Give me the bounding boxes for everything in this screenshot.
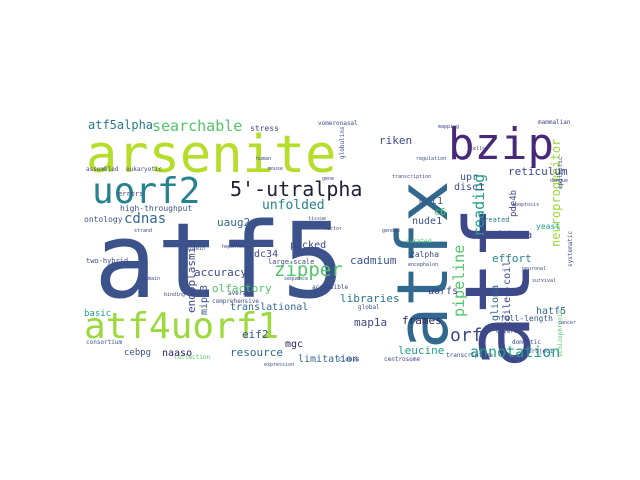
word-eif2: eif2 (242, 328, 269, 341)
word-resource: resource (230, 346, 283, 359)
word-survival: survival (532, 278, 557, 284)
word-uorfs: uorfs (428, 286, 459, 297)
word-transcriptome: transcriptome (446, 352, 493, 359)
word-stress: stress (250, 124, 279, 133)
word-map1a: map1a (354, 316, 388, 329)
word-5-utralpha: 5'-utralpha (230, 177, 363, 201)
word-cloud: atf5 atf atfx arsenite bzip uorf2 atf4uo… (72, 117, 579, 372)
word-olfactory: olfactory (212, 282, 272, 295)
word-high-throughput: high-throughput (120, 204, 193, 213)
word-binding: binding (164, 292, 186, 298)
word-clones: clones (338, 356, 360, 363)
word-mammalian: mammalian (538, 119, 571, 126)
word-zipper: zipper (274, 259, 343, 281)
word-arsenite: arsenite (86, 125, 337, 185)
word-cebpg: cebpg (124, 348, 152, 358)
word-atf5alpha: atf5alpha (88, 118, 154, 132)
word-dengue: dengue (550, 178, 569, 184)
word-uaug2: uaug2 (217, 216, 251, 229)
word-mcl1: mcl1 (419, 196, 444, 207)
word-effort: effort (492, 252, 532, 265)
word-cells: cells (470, 146, 486, 152)
word-created: created (480, 216, 510, 224)
word-neuronal: neuronal (522, 266, 547, 272)
word-epileptic: epileptic (557, 156, 564, 189)
word-transcription: transcription (392, 174, 432, 180)
word-ontology: ontology (84, 215, 123, 224)
word-picked: picked (290, 240, 327, 251)
word-apoptosis: apoptosis (512, 202, 540, 208)
word-strand: strand (134, 228, 153, 234)
word-eukaryotic: eukaryotic (126, 166, 163, 173)
word-average: average (228, 290, 254, 297)
word-genome: genome (382, 228, 401, 234)
word-disc1: disc1 (454, 182, 485, 193)
word-project: project (528, 348, 554, 355)
word-two-hybrid: two-hybrid (86, 257, 129, 265)
word-accuracy: accuracy (194, 266, 247, 279)
word-cadmium: cadmium (350, 254, 397, 267)
word-tissue: tissue (308, 216, 327, 222)
word-uorf2: uorf2 (92, 171, 201, 212)
word-hatf5: hatf5 (536, 306, 567, 317)
word-unfolded: unfolded (262, 198, 325, 213)
word-cancer: cancer (558, 320, 577, 326)
word-atf4uorf1: atf4uorf1 (84, 306, 280, 347)
word-upr: upr (460, 172, 479, 183)
word-bzip: bzip (448, 119, 554, 170)
word-global: global (358, 304, 380, 311)
word-mipt3: mipt3 (199, 284, 210, 315)
word-human: human (256, 156, 272, 162)
word-mouse: mouse (268, 166, 284, 172)
word-domain: domain (142, 276, 161, 282)
word-consortium: consortium (86, 339, 123, 346)
word-full-length: full-length (500, 314, 553, 323)
word-riken: riken (379, 134, 413, 147)
word-translational: translational (230, 302, 309, 313)
word-curated: curated (406, 238, 432, 245)
word-gene: gene (322, 176, 335, 182)
word-sequence: sequence (284, 276, 309, 282)
word-comprehensive: comprehensive (212, 298, 259, 305)
word-limitation: limitation (298, 354, 359, 365)
word-searchable: searchable (152, 117, 243, 135)
word-centrosome: centrosome (384, 356, 421, 363)
word-leucine: leucine (398, 344, 445, 357)
word-nude1: nude1 (412, 216, 443, 227)
word-yeast: yeast (536, 222, 561, 231)
word-reticulum: reticulum (508, 165, 568, 178)
word-basic: basic (84, 309, 112, 319)
word-errors: errors (118, 190, 144, 198)
word-orf: orf (450, 325, 483, 346)
word-encephalon: encephalon (408, 262, 439, 268)
word-annotation: annotation (470, 343, 561, 361)
word-mapping: mapping (438, 124, 460, 130)
word-schizophrenia: schizophrenia (557, 310, 564, 357)
word-protein: protein (184, 246, 206, 252)
word-collection: collection (174, 354, 211, 361)
word-libraries: libraries (340, 292, 400, 305)
word-large-scale: large-scale (268, 258, 315, 266)
word-assembled: assembled (86, 166, 119, 173)
word-atf5: atf5 (94, 200, 345, 322)
word-domestic: domestic (512, 339, 541, 346)
word-frames: frames (402, 314, 442, 327)
word-regulation: regulation (416, 156, 447, 162)
word-2alpha: 2alpha (410, 250, 439, 259)
word-mgc: mgc (285, 339, 304, 350)
word-diverse: diverse (496, 328, 522, 335)
word-globulins: globulins (339, 126, 346, 159)
word-accessible: accessible (312, 284, 349, 291)
word-cdnas: cdnas (124, 211, 167, 227)
word-hepatoma: hepatoma (222, 244, 247, 250)
word-expression: expression (264, 362, 295, 368)
word-systematic: systematic (567, 230, 574, 267)
word-c6: c6 (434, 207, 447, 218)
word-cdc34: cdc34 (248, 249, 279, 260)
word-pipeline: pipeline (450, 244, 468, 317)
word-atf5beta: atf5beta (484, 230, 533, 241)
word-vomeronasal: vomeronasal (318, 120, 358, 127)
word-naaso: naaso (162, 348, 193, 359)
word-factor: factor (324, 226, 343, 232)
